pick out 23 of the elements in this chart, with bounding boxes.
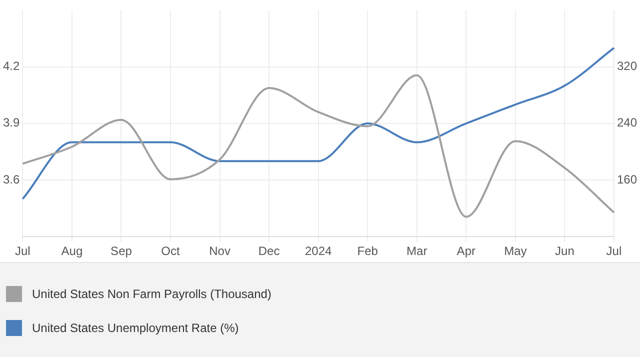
line-series: [22, 46, 615, 200]
x-tick-label: Jul: [606, 244, 622, 258]
y-tick-label: 3.9: [2, 116, 20, 130]
y-tick-label: 4.2: [2, 59, 20, 74]
x-tick-label: Oct: [161, 244, 181, 258]
x-tick-label: Sep: [110, 244, 132, 258]
y2-tick-label: 320: [616, 59, 638, 74]
y-tick-label: 3.6: [2, 172, 20, 186]
y2-tick-label: 240: [616, 116, 638, 130]
legend-label: United States Unemployment Rate (%): [32, 321, 239, 335]
x-tick-label: 2024: [304, 244, 332, 258]
x-tick-label: Feb: [357, 244, 378, 258]
legend-label: United States Non Farm Payrolls (Thousand): [32, 287, 272, 301]
x-tick-label: Jun: [555, 244, 574, 258]
x-tick-label: May: [504, 244, 527, 258]
x-tick-label: Aug: [61, 244, 83, 258]
x-tick-label: Mar: [406, 244, 428, 258]
x-tick-label: Nov: [209, 244, 230, 258]
x-tick-label: Jul: [15, 244, 30, 258]
y2-tick-label: 160: [616, 172, 638, 186]
x-tick-label: Apr: [456, 244, 476, 258]
line-series: [22, 74, 615, 218]
x-tick-label: Dec: [258, 244, 280, 258]
